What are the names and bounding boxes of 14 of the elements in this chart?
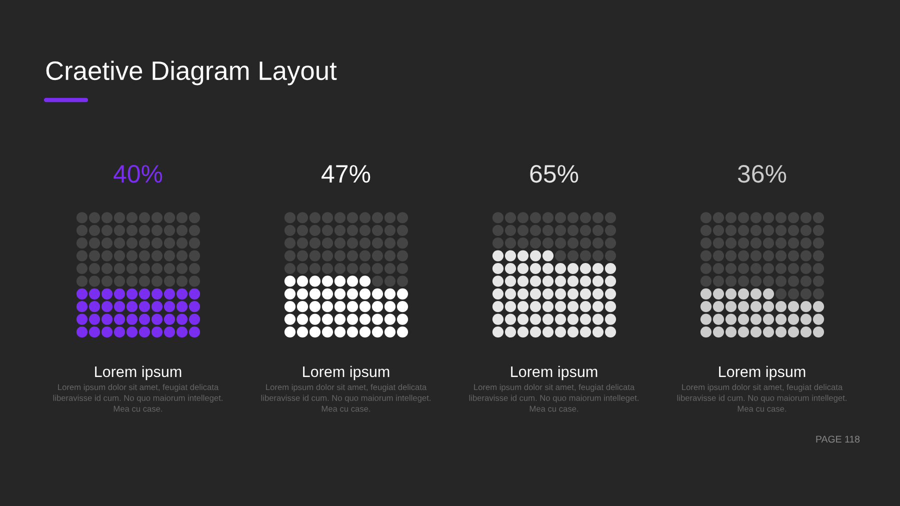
text: Lorem ipsum bbox=[511, 366, 598, 380]
data-label: 40% bbox=[114, 165, 162, 183]
text: Lorem ipsum bbox=[95, 366, 182, 380]
text: Lorem ipsum bbox=[719, 366, 806, 380]
data-label: 65% bbox=[530, 165, 578, 183]
text: Lorem ipsum dolor sit amet, feugiat delicata liberavisse id cum. No quo maiorum intelleget. Mea cu case. bbox=[261, 384, 430, 412]
text: PAGE 118 bbox=[816, 436, 860, 443]
text: Craetive Diagram Layout bbox=[46, 60, 337, 86]
data-label: 47% bbox=[322, 165, 370, 183]
text: Lorem ipsum dolor sit amet, feugiat delicata liberavisse id cum. No quo maiorum intelleget. Mea cu case. bbox=[469, 384, 638, 412]
data-label: 36% bbox=[738, 165, 786, 183]
text: Lorem ipsum bbox=[303, 366, 390, 380]
text: Lorem ipsum dolor sit amet, feugiat delicata liberavisse id cum. No quo maiorum intelleget. Mea cu case. bbox=[677, 384, 846, 412]
text: Lorem ipsum dolor sit amet, feugiat delicata liberavisse id cum. No quo maiorum intelleget. Mea cu case. bbox=[53, 384, 222, 412]
